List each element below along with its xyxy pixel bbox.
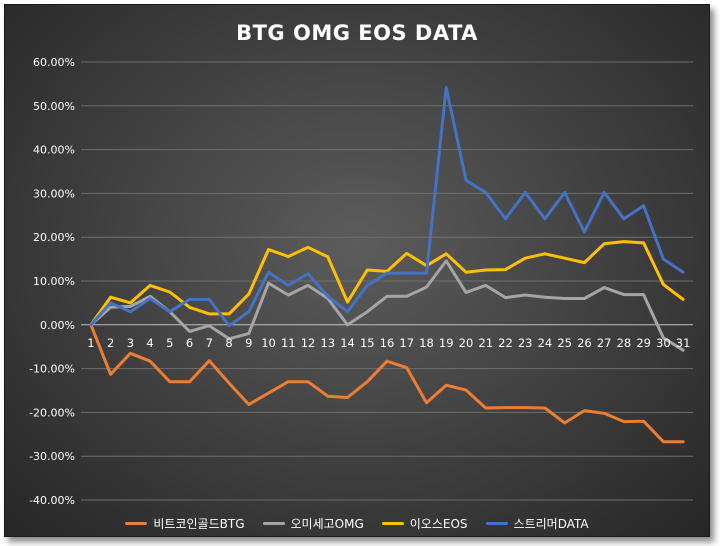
x-tick-label: 14	[340, 336, 355, 350]
x-tick-label: 8	[225, 336, 232, 350]
x-tick-label: 25	[557, 336, 572, 350]
y-tick-label: -10.00%	[29, 363, 75, 376]
x-tick-label: 4	[146, 336, 153, 350]
y-tick-label: 50.00%	[33, 100, 75, 113]
x-tick-label: 22	[498, 336, 513, 350]
chart-frame: BTG OMG EOS DATA 60.00% 50.00% 40.00% 30.00…	[4, 4, 710, 537]
x-tick-label: 9	[245, 336, 252, 350]
x-tick-label: 19	[439, 336, 454, 350]
gridlines	[81, 61, 693, 501]
y-tick-label: -30.00%	[29, 450, 75, 463]
y-tick-label: 60.00%	[33, 56, 75, 69]
x-tick-label: 10	[261, 336, 276, 350]
legend-swatch	[485, 522, 508, 525]
x-tick-label: 31	[676, 336, 691, 350]
legend-item: 이오스EOS	[381, 515, 468, 532]
x-tick-label: 7	[206, 336, 213, 350]
y-tick-label: -20.00%	[29, 406, 75, 419]
legend-label: 이오스EOS	[409, 517, 468, 531]
legend-label: 오미세고OMG	[290, 517, 364, 531]
legend-swatch	[125, 522, 148, 525]
x-tick-label: 21	[478, 336, 493, 350]
legend-item: 스트리머DATA	[485, 515, 589, 532]
x-tick-label: 1	[87, 336, 94, 350]
y-axis-ticks: 60.00% 50.00% 40.00% 30.00% 20.00% 10.00% 0.00…	[29, 56, 75, 507]
y-tick-label: 10.00%	[33, 275, 75, 288]
x-tick-label: 6	[186, 336, 193, 350]
y-tick-label: 20.00%	[33, 231, 75, 244]
x-tick-label: 29	[636, 336, 651, 350]
y-tick-label: 30.00%	[33, 187, 75, 200]
chart-title: BTG OMG EOS DATA	[236, 21, 478, 45]
series-line	[89, 259, 685, 352]
x-tick-label: 27	[597, 336, 612, 350]
y-tick-label: -40.00%	[29, 494, 75, 507]
x-tick-label: 15	[360, 336, 375, 350]
legend-swatch	[262, 522, 285, 525]
x-tick-label: 3	[127, 336, 134, 350]
y-tick-label: 0.00%	[40, 319, 75, 332]
x-tick-label: 24	[538, 336, 553, 350]
legend-label: 스트리머DATA	[513, 517, 589, 531]
x-tick-label: 2	[107, 336, 114, 350]
series-line	[89, 240, 685, 327]
x-tick-label: 13	[320, 336, 335, 350]
x-tick-label: 17	[399, 336, 414, 350]
legend-swatch	[381, 522, 404, 525]
series-line	[89, 323, 685, 444]
y-tick-label: 40.00%	[33, 144, 75, 157]
legend-item: 비트코인골드BTG	[125, 515, 245, 532]
x-tick-label: 28	[617, 336, 632, 350]
x-tick-label: 20	[459, 336, 474, 350]
legend-label: 비트코인골드BTG	[153, 517, 245, 531]
x-axis-ticks: 1 2 3 4 5 6 7 8 9 10 11 12 13 14 15 16 17 18 19 20 21 22 23 24 2…	[87, 336, 690, 350]
x-tick-label: 30	[656, 336, 671, 350]
chart-plot: 60.00% 50.00% 40.00% 30.00% 20.00% 10.00% 0.00…	[29, 56, 693, 507]
legend: 비트코인골드BTG 오미세고OMG 이오스EOS 스트리머DATA	[5, 515, 709, 532]
x-tick-label: 23	[518, 336, 533, 350]
x-tick-label: 18	[419, 336, 434, 350]
x-tick-label: 11	[281, 336, 296, 350]
x-tick-label: 16	[380, 336, 395, 350]
x-tick-label: 26	[577, 336, 592, 350]
series-lines	[89, 85, 685, 444]
x-tick-label: 12	[301, 336, 316, 350]
x-tick-label: 5	[166, 336, 173, 350]
legend-item: 오미세고OMG	[262, 515, 364, 532]
series-line	[89, 85, 685, 328]
